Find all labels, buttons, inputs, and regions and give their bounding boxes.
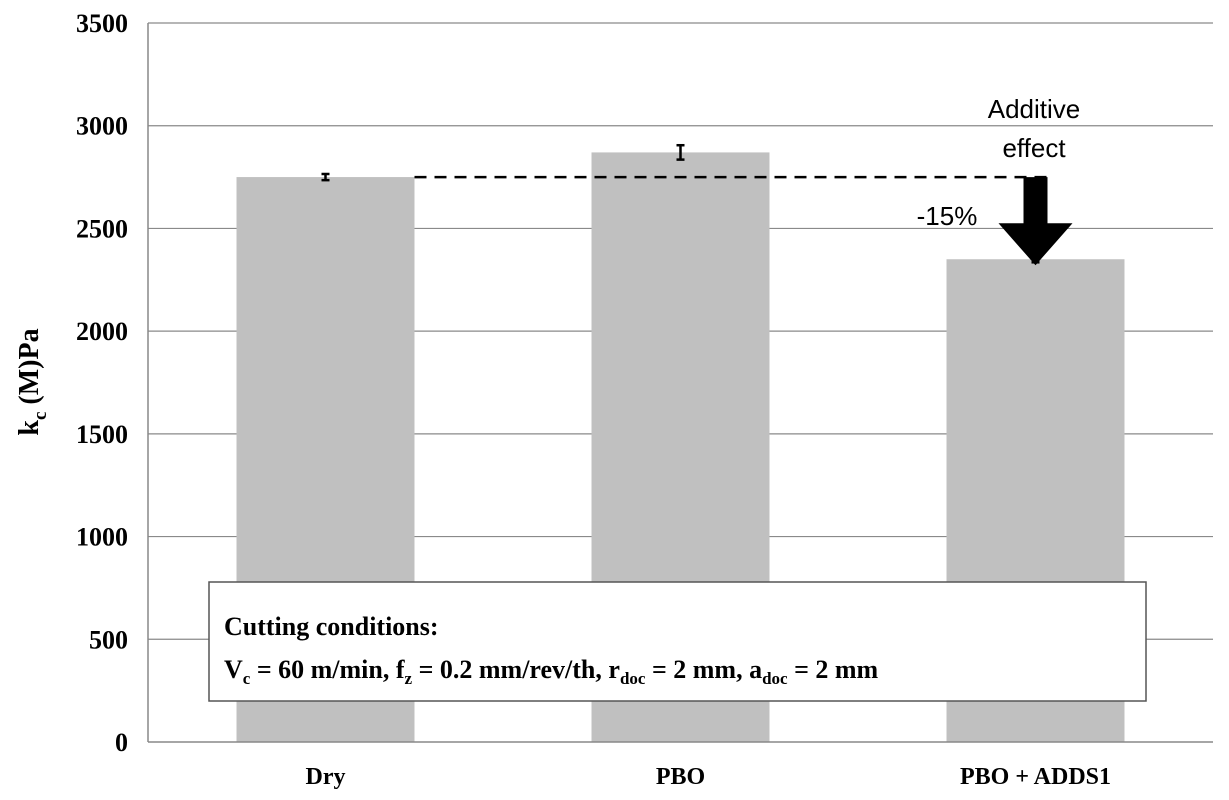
- y-tick-labels: 0 500 1000 1500 2000 2500 3000 3500: [76, 9, 128, 757]
- conditions-box-frame: [208, 581, 1147, 702]
- x-category-label-0: Dry: [306, 764, 346, 790]
- down-arrow-icon: [998, 177, 1073, 266]
- x-category-label-2: PBO + ADDS1: [960, 764, 1111, 790]
- conditions-values: Vc = 60 m/min, fz = 0.2 mm/rev/th, rdoc …: [224, 655, 879, 688]
- y-tick-label-1500: 1500: [76, 420, 128, 449]
- annotation-additive: Additive: [988, 94, 1081, 124]
- y-axis-label-main: k: [14, 420, 45, 436]
- y-axis-label: kc (M)Pa: [14, 328, 51, 435]
- error-bar-0: [321, 172, 330, 182]
- y-tick-label-2000: 2000: [76, 317, 128, 346]
- annotation-effect: effect: [1002, 133, 1066, 163]
- y-tick-label-3000: 3000: [76, 112, 128, 141]
- conditions-title: Cutting conditions:: [224, 612, 439, 641]
- y-tick-label-500: 500: [89, 625, 128, 654]
- y-tick-label-0: 0: [115, 728, 128, 757]
- error-bar-1: [676, 143, 685, 161]
- y-tick-label-3500: 3500: [76, 9, 128, 38]
- x-category-label-1: PBO: [656, 764, 705, 790]
- y-axis-label-unit: (M)Pa: [14, 328, 45, 411]
- annotation-reduction: -15%: [917, 201, 978, 231]
- y-axis-label-sub: c: [30, 412, 51, 420]
- x-category-labels: Dry PBO PBO + ADDS1: [306, 764, 1112, 790]
- y-tick-label-2500: 2500: [76, 214, 128, 243]
- conditions-box: Cutting conditions: Vc = 60 m/min, fz = …: [208, 581, 1147, 702]
- y-tick-label-1000: 1000: [76, 523, 128, 552]
